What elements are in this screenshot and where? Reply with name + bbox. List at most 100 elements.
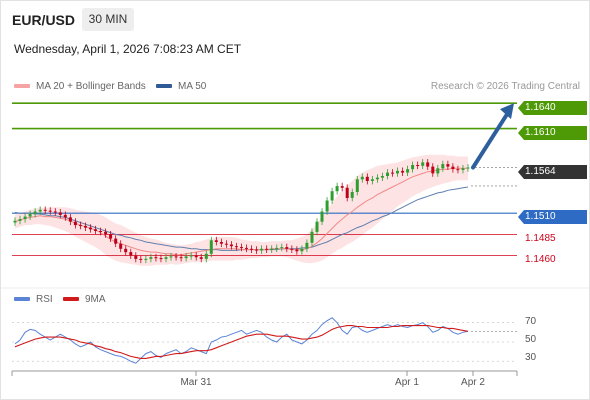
legend-ma50-swatch bbox=[156, 84, 172, 89]
level-label-1510: 1.1510 bbox=[518, 210, 587, 224]
level-label-current: 1.1564 bbox=[518, 165, 587, 179]
candle-body bbox=[224, 243, 228, 245]
candle-body bbox=[380, 176, 384, 178]
legend-rsi-label: RSI bbox=[36, 294, 53, 305]
candle-body bbox=[114, 238, 118, 244]
candle-body bbox=[119, 243, 123, 249]
candle-body bbox=[250, 248, 254, 250]
candle-body bbox=[255, 249, 259, 251]
candle-body bbox=[240, 247, 243, 249]
candle-body bbox=[335, 186, 339, 192]
candle-body bbox=[134, 255, 138, 259]
candle-body bbox=[33, 211, 37, 214]
candle-body bbox=[436, 168, 440, 174]
candle-body bbox=[109, 234, 113, 239]
candle-body bbox=[194, 255, 198, 258]
candle-body bbox=[179, 257, 183, 259]
candle-body bbox=[124, 248, 128, 253]
legend-9ma-label: 9MA bbox=[85, 294, 106, 305]
candle-body bbox=[48, 210, 52, 212]
candle-body bbox=[139, 258, 143, 260]
rsi-tick-30: 30 bbox=[525, 352, 537, 363]
candle-body bbox=[391, 172, 394, 174]
candle-body bbox=[310, 231, 314, 243]
candle-body bbox=[58, 212, 62, 215]
candle-body bbox=[350, 192, 354, 198]
candle-body bbox=[360, 176, 364, 180]
candle-body bbox=[330, 191, 334, 201]
forecast-arrow-shaft bbox=[471, 109, 511, 170]
candle-body bbox=[169, 256, 173, 258]
candle-body bbox=[13, 220, 17, 223]
credit-text: Research © 2026 Trading Central bbox=[430, 81, 580, 92]
candle-body bbox=[396, 170, 399, 174]
candle-body bbox=[466, 167, 470, 169]
candle-body bbox=[73, 221, 77, 226]
candle-body bbox=[164, 257, 168, 259]
candle-body bbox=[446, 164, 450, 167]
candle-body bbox=[406, 169, 410, 173]
candle-body bbox=[214, 240, 218, 242]
candle-body bbox=[63, 214, 67, 218]
candle-body bbox=[260, 248, 264, 251]
candle-body bbox=[401, 170, 405, 173]
candle-body bbox=[386, 172, 389, 176]
forecast-arrow-head bbox=[500, 103, 514, 120]
x-tick-label: Mar 31 bbox=[180, 377, 212, 388]
candle-body bbox=[28, 214, 32, 217]
candle-body bbox=[199, 257, 203, 259]
timeframe-button[interactable]: 30 MIN bbox=[82, 8, 134, 31]
candle-body bbox=[53, 211, 57, 213]
candle-body bbox=[149, 257, 153, 259]
legend-rsi-swatch bbox=[14, 297, 30, 302]
candle-body bbox=[129, 252, 133, 256]
candle-body bbox=[275, 247, 279, 249]
legend-ma20: MA 20 + Bollinger Bands bbox=[14, 81, 146, 93]
candle-body bbox=[426, 162, 430, 167]
candle-body bbox=[441, 164, 445, 169]
x-tick-label: Apr 1 bbox=[395, 377, 419, 388]
candle-body bbox=[94, 229, 97, 231]
candle-body bbox=[375, 177, 379, 180]
candle-body bbox=[305, 242, 309, 249]
symbol-title: EUR/USD bbox=[12, 12, 76, 28]
candle-body bbox=[270, 248, 274, 250]
rsi-9ma-line bbox=[14, 325, 469, 359]
candle-body bbox=[416, 165, 420, 166]
candle-body bbox=[184, 256, 188, 259]
legend-ma20-swatch bbox=[14, 84, 30, 89]
candle-body bbox=[144, 258, 148, 260]
legend-ma50: MA 50 bbox=[156, 81, 206, 93]
legend-9ma-swatch bbox=[63, 297, 79, 302]
candle-body bbox=[315, 221, 319, 232]
candle-body bbox=[38, 209, 42, 212]
candle-body bbox=[68, 217, 72, 222]
candle-body bbox=[320, 211, 324, 222]
level-label-1460: 1.1460 bbox=[525, 254, 556, 265]
candle-body bbox=[245, 247, 248, 249]
candle-body bbox=[219, 242, 223, 244]
level-label-1610: 1.1610 bbox=[518, 126, 587, 140]
candle-body bbox=[229, 244, 233, 247]
candle-body bbox=[355, 179, 359, 192]
candle-body bbox=[280, 247, 284, 249]
candle-body bbox=[340, 186, 344, 188]
candle-body bbox=[451, 166, 455, 170]
candle-body bbox=[174, 256, 178, 258]
candle-body bbox=[84, 225, 87, 228]
candle-body bbox=[290, 248, 294, 250]
candle-body bbox=[209, 240, 213, 254]
rsi-tick-70: 70 bbox=[525, 316, 537, 327]
level-label-1485: 1.1485 bbox=[525, 233, 556, 244]
candle-body bbox=[370, 179, 374, 181]
candle-body bbox=[204, 253, 208, 259]
level-label-1640: 1.1640 bbox=[518, 101, 587, 115]
legend-9ma: 9MA bbox=[63, 294, 106, 306]
candle-body bbox=[18, 219, 22, 221]
candle-body bbox=[23, 216, 27, 220]
candle-body bbox=[159, 258, 163, 260]
candle-body bbox=[78, 225, 82, 227]
candle-body bbox=[285, 247, 289, 249]
